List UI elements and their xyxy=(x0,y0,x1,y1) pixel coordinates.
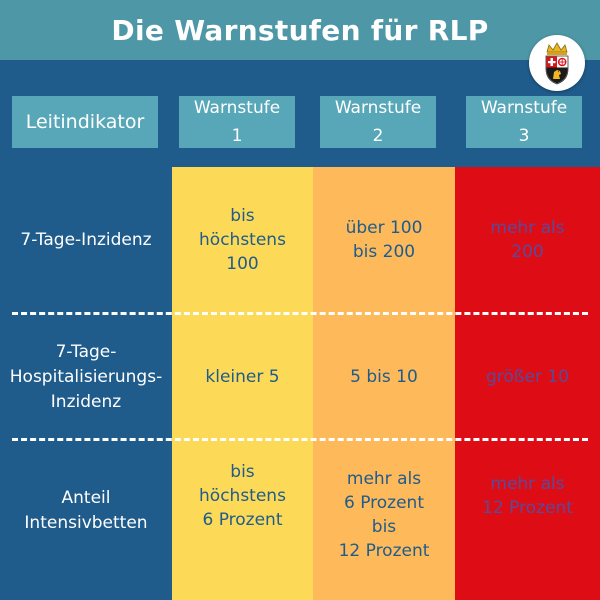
title-bar: Die Warnstufen für RLP xyxy=(0,0,600,60)
cell-hospitalisierung-stufe-2: 5 bis 10 xyxy=(350,367,418,387)
column-warnstufe-3 xyxy=(455,167,600,600)
header-warnstufe-1: Warnstufe 1 xyxy=(179,96,295,148)
warnstufe-3-number: 3 xyxy=(518,126,530,146)
cell-intensivbetten-stufe-2: mehr als 6 Prozent bis 12 Prozent xyxy=(338,469,430,561)
header-warnstufe-2: Warnstufe 2 xyxy=(320,96,436,148)
cell-intensivbetten-stufe-1: bis höchstens 6 Prozent xyxy=(199,462,286,530)
warnstufe-1-label: Warnstufe xyxy=(193,98,281,118)
column-warnstufe-1 xyxy=(172,167,313,600)
row-label-intensivbetten: Anteil Intensivbetten xyxy=(24,488,148,533)
column-warnstufe-2 xyxy=(313,167,455,600)
cell-hospitalisierung-stufe-1: kleiner 5 xyxy=(205,367,280,387)
cell-inzidenz-stufe-3: mehr als 200 xyxy=(490,218,565,262)
cell-intensivbetten-stufe-3: mehr als 12 Prozent xyxy=(482,474,573,518)
warnstufe-2-number: 2 xyxy=(372,126,384,146)
header-warnstufe-3: Warnstufe 3 xyxy=(466,96,582,148)
warnstufe-1-number: 1 xyxy=(231,126,243,146)
cell-hospitalisierung-stufe-3: größer 10 xyxy=(486,367,569,387)
warnstufe-2-label: Warnstufe xyxy=(334,98,422,118)
row-divider-1 xyxy=(12,312,588,315)
row-label-inzidenz: 7-Tage-Inzidenz xyxy=(20,229,152,250)
cell-inzidenz-stufe-1: bis höchstens 100 xyxy=(199,206,286,274)
page-title: Die Warnstufen für RLP xyxy=(111,13,489,47)
header-leitindikator-label: Leitindikator xyxy=(25,111,145,133)
cell-inzidenz-stufe-2: über 100 bis 200 xyxy=(345,218,423,262)
warnstufe-3-label: Warnstufe xyxy=(480,98,568,118)
coat-of-arms-icon xyxy=(529,35,585,91)
row-label-hospitalisierung: 7-Tage- Hospitalisierungs- Inzidenz xyxy=(9,341,163,412)
header-leitindikator: Leitindikator xyxy=(12,96,158,148)
row-divider-2 xyxy=(12,438,588,441)
